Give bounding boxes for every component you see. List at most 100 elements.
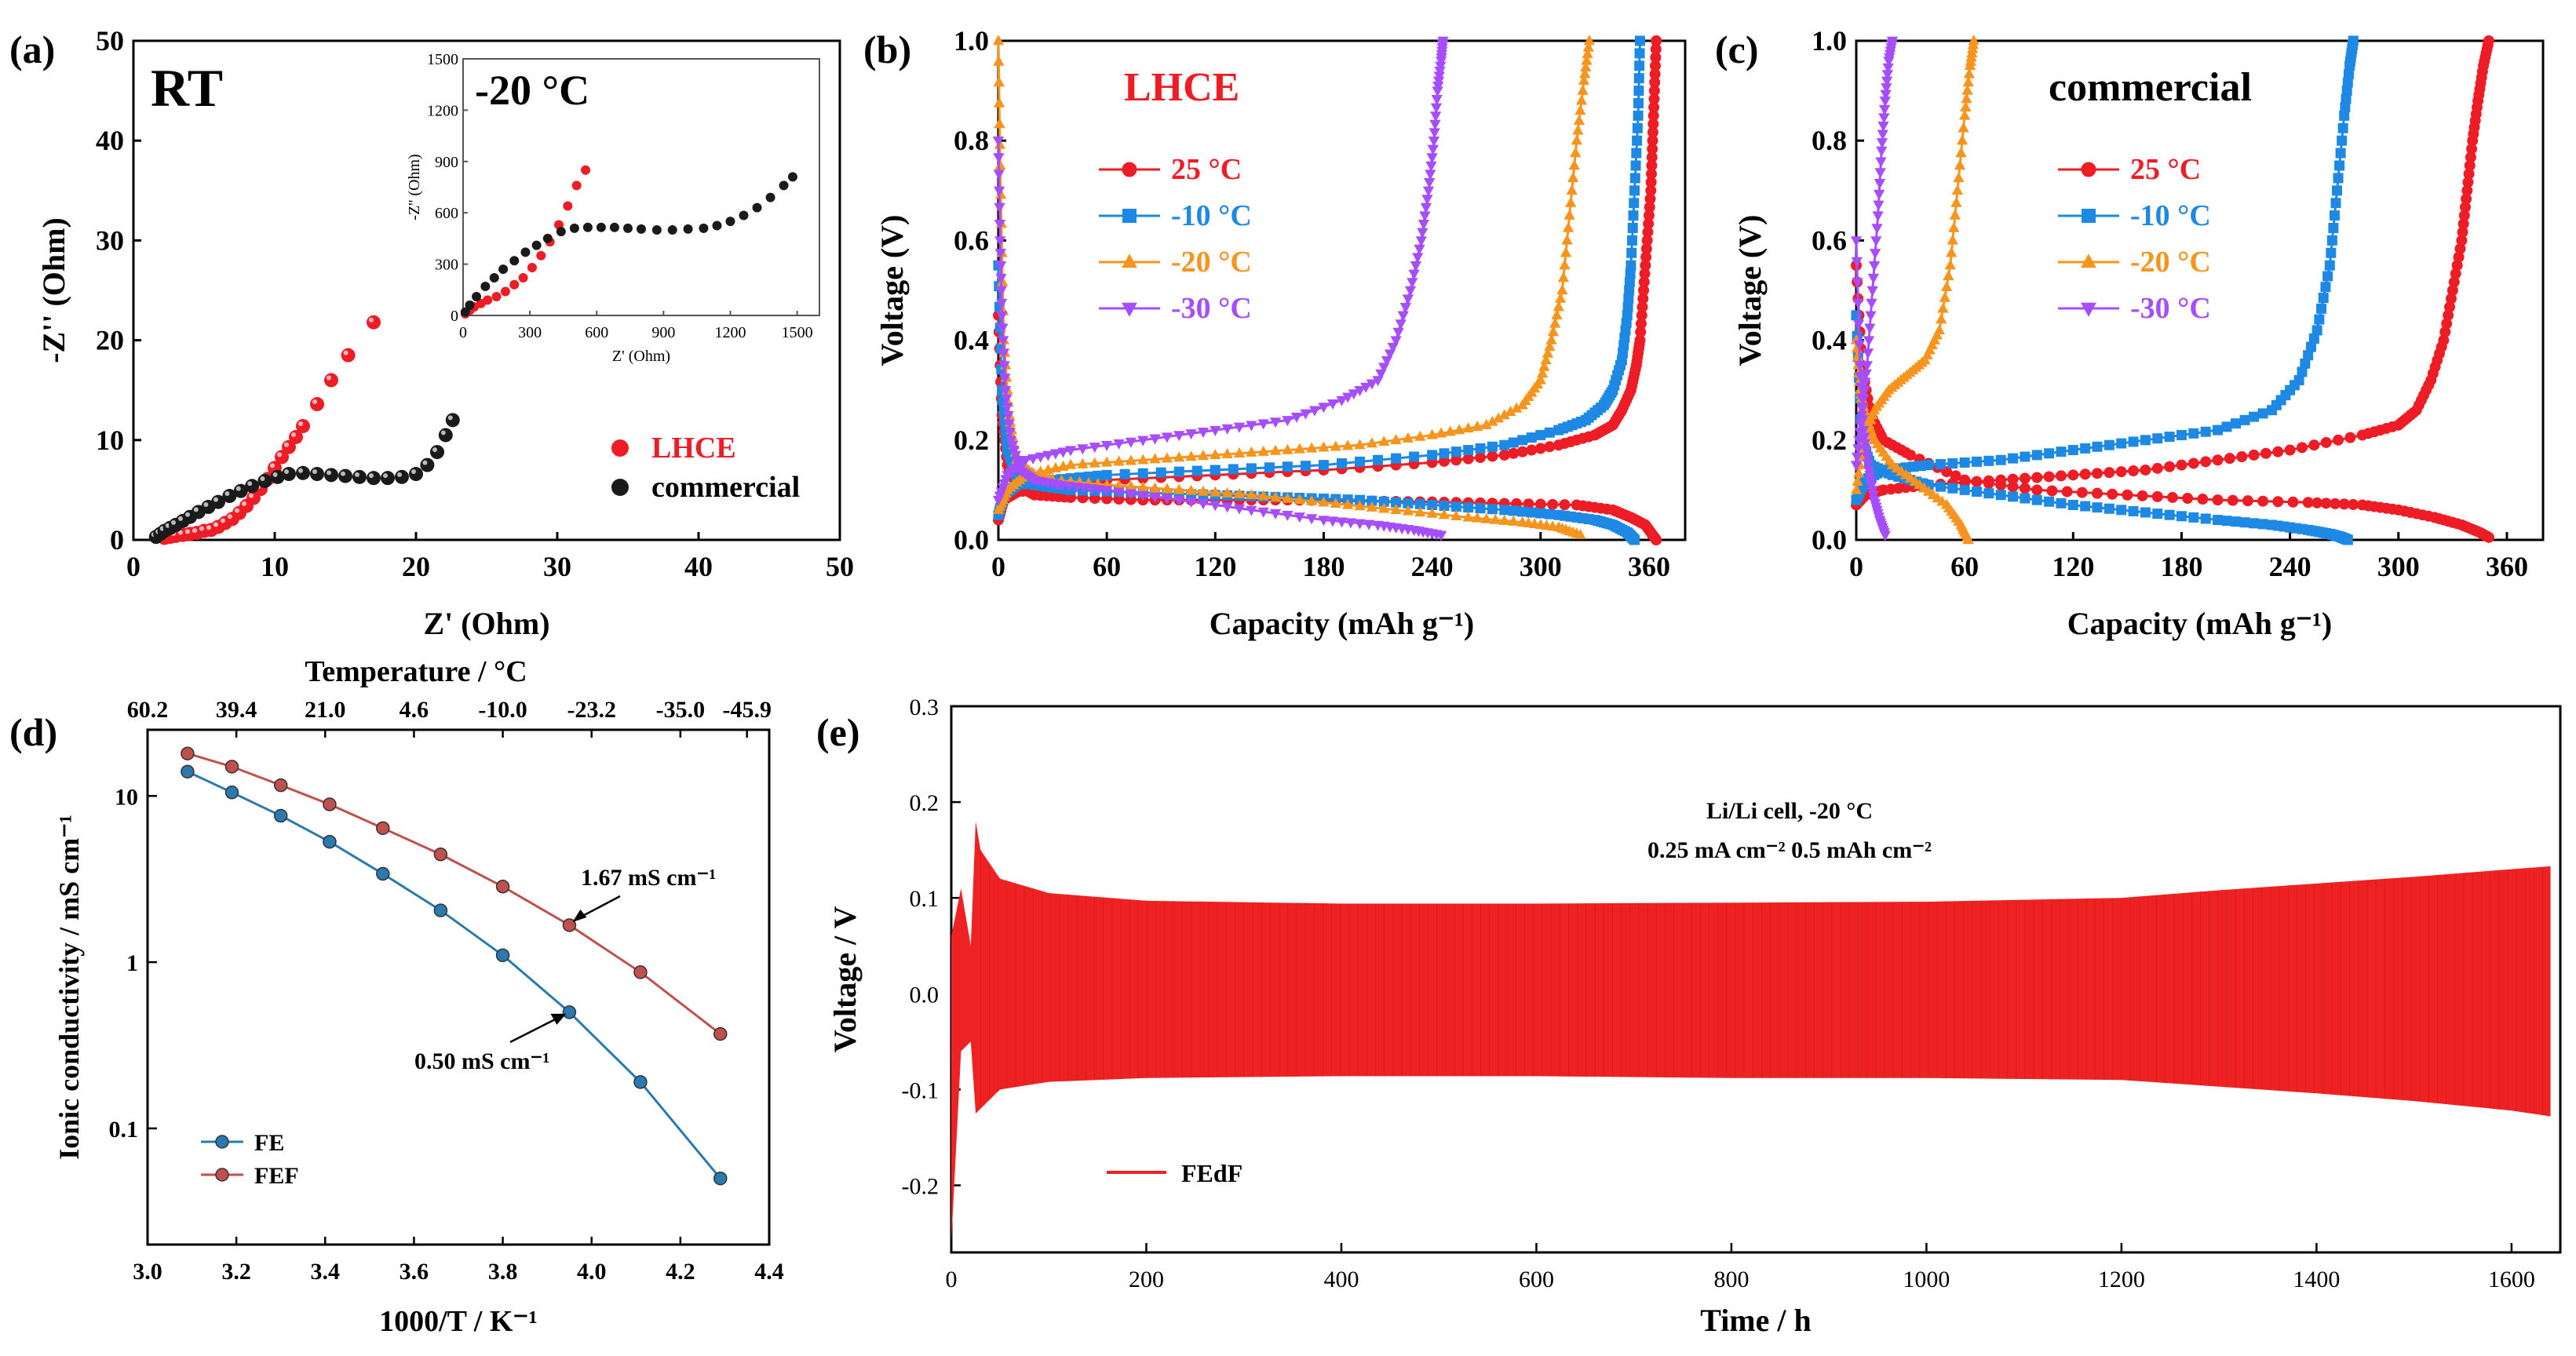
series-marker-25 °C <box>2483 531 2494 543</box>
series-marker--30 °C <box>1246 505 1257 516</box>
series-marker--20 °C <box>1950 196 1962 207</box>
series-marker--20 °C <box>1937 302 1949 313</box>
series-marker--30 °C <box>995 273 1007 284</box>
series-marker-25 °C <box>2236 451 2248 462</box>
x-tick-label: 10 <box>261 551 289 582</box>
series-marker--10 °C <box>2342 77 2353 88</box>
series-marker-25 °C <box>2067 469 2079 481</box>
series-marker-25 °C <box>2224 453 2235 465</box>
series-marker-25 °C <box>2257 495 2269 507</box>
legend-label: -30 °C <box>1171 292 1252 325</box>
y-tick-label: 0.2 <box>910 790 940 816</box>
series-marker--30 °C <box>1422 186 1435 197</box>
series-marker--30 °C <box>1149 434 1161 445</box>
series-marker--30 °C <box>1326 399 1339 410</box>
series-line-FEF <box>187 752 721 1035</box>
series-marker--30 °C <box>1412 253 1424 264</box>
panel-label-a: (a) <box>9 27 55 71</box>
series-marker-25 °C <box>1983 475 1994 487</box>
series-marker--10 °C <box>1373 454 1384 465</box>
series-marker--20 °C <box>1438 508 1450 519</box>
series-marker--10 °C <box>2188 428 2199 439</box>
series-marker--30 °C <box>1850 236 1863 247</box>
series-marker--10 °C <box>2221 516 2232 527</box>
series-marker--20 °C <box>1581 54 1593 65</box>
series-marker--10 °C <box>2080 501 2091 512</box>
inset-point-commercial <box>465 300 475 310</box>
inset-point-commercial <box>622 223 633 233</box>
series-marker--30 °C <box>1210 501 1221 512</box>
series-marker--30 °C <box>1881 70 1894 81</box>
data-point-commercial <box>310 467 324 482</box>
series-marker--30 °C <box>1345 518 1357 529</box>
series-marker--30 °C <box>1056 480 1067 491</box>
series-marker--30 °C <box>1004 428 1016 438</box>
y-tick-label: 40 <box>96 125 124 156</box>
x-tick-label: 180 <box>2160 551 2202 582</box>
series-marker--30 °C <box>1161 494 1173 505</box>
x-tick-label: 120 <box>2052 551 2094 582</box>
series-marker--10 °C <box>2103 439 2114 450</box>
data-point-FE <box>323 834 337 849</box>
series-marker-25 °C <box>2187 457 2199 469</box>
series-marker-25 °C <box>1651 35 1662 46</box>
inset-x-tick-label: 1500 <box>782 324 813 341</box>
series-marker-25 °C <box>1651 534 1662 545</box>
x-tick-label: 200 <box>1129 1267 1164 1292</box>
series-marker--30 °C <box>994 202 1005 213</box>
data-point-highlight <box>193 507 199 512</box>
panel-label-b: (b) <box>863 27 911 71</box>
series-marker--30 °C <box>1390 336 1402 347</box>
series-marker--30 °C <box>1437 36 1449 47</box>
series-marker--30 °C <box>1000 386 1012 396</box>
series-marker--20 °C <box>1852 476 1863 486</box>
series-marker--20 °C <box>1366 501 1378 512</box>
data-point-highlight <box>312 469 317 475</box>
series-marker--10 °C <box>2188 512 2199 523</box>
series-marker--20 °C <box>1583 35 1596 46</box>
series-marker--30 °C <box>1402 294 1414 305</box>
top-tick-label: -10.0 <box>478 697 527 723</box>
series-marker--30 °C <box>994 220 1006 230</box>
series-marker--20 °C <box>1953 172 1965 183</box>
series-marker--20 °C <box>1547 326 1560 337</box>
series-marker--20 °C <box>1113 479 1125 490</box>
series-marker--10 °C <box>2330 198 2341 209</box>
panel-c: (c) 0 60 120 180 240 300 360 0.0 0.2 0.4 0.6 0.8 1.0 C… <box>1715 25 2545 641</box>
inset-point-commercial <box>520 247 531 257</box>
series-marker--30 °C <box>1862 459 1874 470</box>
inset-point-commercial <box>667 225 677 235</box>
y-tick-label: 30 <box>96 224 124 256</box>
series-marker--30 °C <box>1363 519 1375 530</box>
series-marker--30 °C <box>1432 76 1445 87</box>
series-marker--20 °C <box>1574 104 1586 115</box>
y-tick-label: 10 <box>115 784 138 810</box>
series-marker--10 °C <box>2337 135 2348 146</box>
series-marker--10 °C <box>2213 425 2224 436</box>
data-point-commercial <box>438 428 453 443</box>
series-marker-25 °C <box>2140 464 2151 476</box>
series-marker--30 °C <box>1001 394 1013 405</box>
series-marker--30 °C <box>997 323 1009 334</box>
series-marker--30 °C <box>1850 461 1863 472</box>
series-marker--20 °C <box>1402 505 1414 516</box>
series-marker-25 °C <box>1995 474 2007 486</box>
series-marker--30 °C <box>1865 311 1877 322</box>
series-marker--10 °C <box>2326 247 2337 258</box>
series-marker--20 °C <box>1472 512 1483 523</box>
series-marker-25 °C <box>2272 496 2284 508</box>
y-axis-label: -Z'' (Ohm) <box>36 217 71 363</box>
series-marker--20 °C <box>1233 487 1246 498</box>
series-marker--30 °C <box>1877 121 1889 132</box>
series-marker--20 °C <box>1556 284 1568 295</box>
data-point-highlight <box>298 421 303 426</box>
series-marker--30 °C <box>1432 82 1444 93</box>
data-point-highlight <box>185 529 190 534</box>
legend-label: -20 °C <box>1171 246 1252 279</box>
series-marker--20 °C <box>1221 448 1233 459</box>
series-marker--10 °C <box>1634 48 1645 59</box>
series-marker--10 °C <box>1439 501 1450 512</box>
series-marker--30 °C <box>1420 202 1432 213</box>
series-marker--30 °C <box>1429 119 1441 130</box>
series-marker--30 °C <box>1877 129 1888 140</box>
